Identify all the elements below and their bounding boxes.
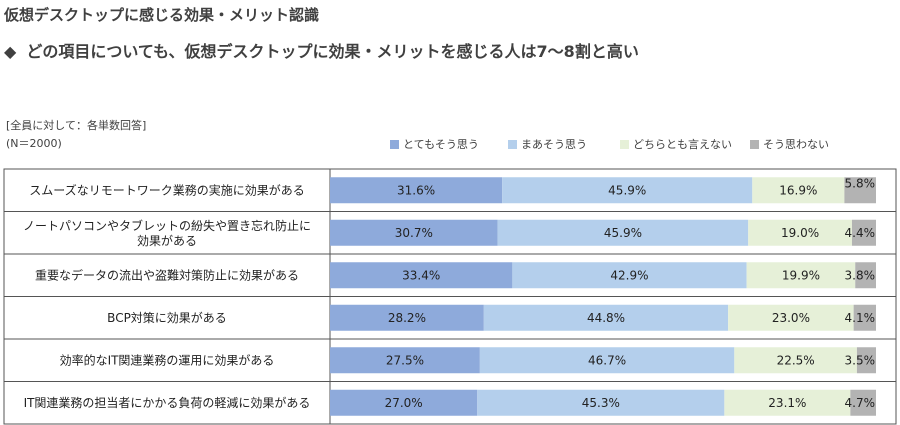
legend-item: とてもそう思う — [390, 136, 479, 152]
data-label: 33.4% — [402, 268, 440, 282]
category-label: ノートパソコンやタブレットの紛失や置き忘れ防止に効果がある — [23, 218, 311, 248]
bar-segment — [746, 262, 856, 289]
subtitle-text: どの項目についても、仮想デスクトップに効果・メリットを感じる人は7～8割と高い — [26, 42, 639, 61]
bar-segment — [855, 262, 876, 289]
data-label: 28.2% — [388, 311, 426, 325]
data-label: 31.6% — [397, 183, 435, 197]
category-label: 効率的なIT関連業務の運用に効果がある — [60, 352, 275, 367]
bar-segment — [734, 347, 857, 374]
bar-segment — [724, 389, 851, 416]
bar-segment — [330, 347, 480, 374]
data-label: 27.0% — [385, 396, 423, 410]
data-label: 16.9% — [779, 183, 817, 197]
bar-segment — [330, 219, 498, 246]
diamond-bullet-icon: ◆ — [4, 42, 17, 61]
bar-segment — [752, 177, 845, 204]
bar-segment — [856, 347, 876, 374]
data-label: 45.3% — [582, 396, 620, 410]
data-label: 30.7% — [395, 226, 433, 240]
chart-legend: とてもそう思う まあそう思う どちらとも言えない そう思わない — [380, 136, 900, 152]
category-label: スムーズなリモートワーク業務の実施に効果がある — [29, 182, 304, 197]
bar-segment — [853, 304, 876, 331]
data-label: 4.4% — [845, 226, 876, 240]
legend-label: どちらとも言えない — [633, 138, 732, 151]
category-label: IT関連業務の担当者にかかる負荷の軽減に効果がある — [24, 395, 311, 410]
legend-swatch — [390, 139, 399, 149]
legend-item: そう思わない — [750, 136, 829, 152]
legend-label: とてもそう思う — [403, 138, 479, 151]
category-label: 重要なデータの流出や盗難対策防止に効果がある — [35, 267, 299, 282]
bar-segment — [844, 177, 876, 204]
legend-swatch — [620, 139, 629, 149]
legend-swatch — [750, 139, 759, 149]
bar-segment — [851, 219, 876, 246]
bar-segment — [483, 304, 729, 331]
data-label: 3.8% — [845, 268, 876, 282]
legend-label: そう思わない — [763, 138, 829, 151]
sample-size-note: (N＝2000) — [6, 137, 62, 150]
bar-segment — [479, 347, 735, 374]
data-label: 4.1% — [845, 311, 876, 325]
base-note: [全員に対して：各単数回答] — [6, 119, 147, 132]
data-label: 46.7% — [588, 353, 626, 367]
legend-swatch — [508, 139, 517, 149]
legend-item: まあそう思う — [508, 136, 587, 152]
bar-segment — [502, 177, 753, 204]
data-label: 19.9% — [782, 268, 820, 282]
data-label: 19.0% — [781, 226, 819, 240]
bar-segment — [497, 219, 749, 246]
bar-segment — [477, 389, 725, 416]
chart-subtitle: ◆ どの項目についても、仮想デスクトップに効果・メリットを感じる人は7～8割と高い — [4, 38, 639, 62]
bar-segment — [330, 304, 484, 331]
bar-segment — [748, 219, 852, 246]
data-label: 4.7% — [845, 396, 876, 410]
bar-segment — [512, 262, 747, 289]
data-label: 23.1% — [768, 396, 806, 410]
category-label: BCP対策に効果がある — [107, 310, 227, 325]
data-label: 45.9% — [608, 183, 646, 197]
data-label: 22.5% — [777, 353, 815, 367]
chart-title: 仮想デスクトップに感じる効果・メリット認識 — [4, 6, 320, 24]
data-label: 45.9% — [604, 226, 642, 240]
data-label: 5.8% — [845, 176, 876, 190]
data-label: 3.5% — [845, 353, 876, 367]
bar-segment — [330, 262, 513, 289]
bar-segment — [728, 304, 854, 331]
bar-segment — [330, 389, 478, 416]
bar-segment — [850, 389, 876, 416]
data-label: 42.9% — [610, 268, 648, 282]
data-label: 23.0% — [772, 311, 810, 325]
bar-segment — [330, 177, 503, 204]
data-label: 44.8% — [587, 311, 625, 325]
data-label: 27.5% — [386, 353, 424, 367]
legend-item: どちらとも言えない — [620, 136, 732, 152]
legend-label: まあそう思う — [521, 138, 587, 151]
